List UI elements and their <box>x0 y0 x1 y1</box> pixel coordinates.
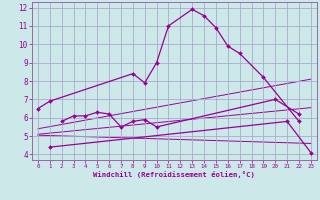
X-axis label: Windchill (Refroidissement éolien,°C): Windchill (Refroidissement éolien,°C) <box>93 171 255 178</box>
